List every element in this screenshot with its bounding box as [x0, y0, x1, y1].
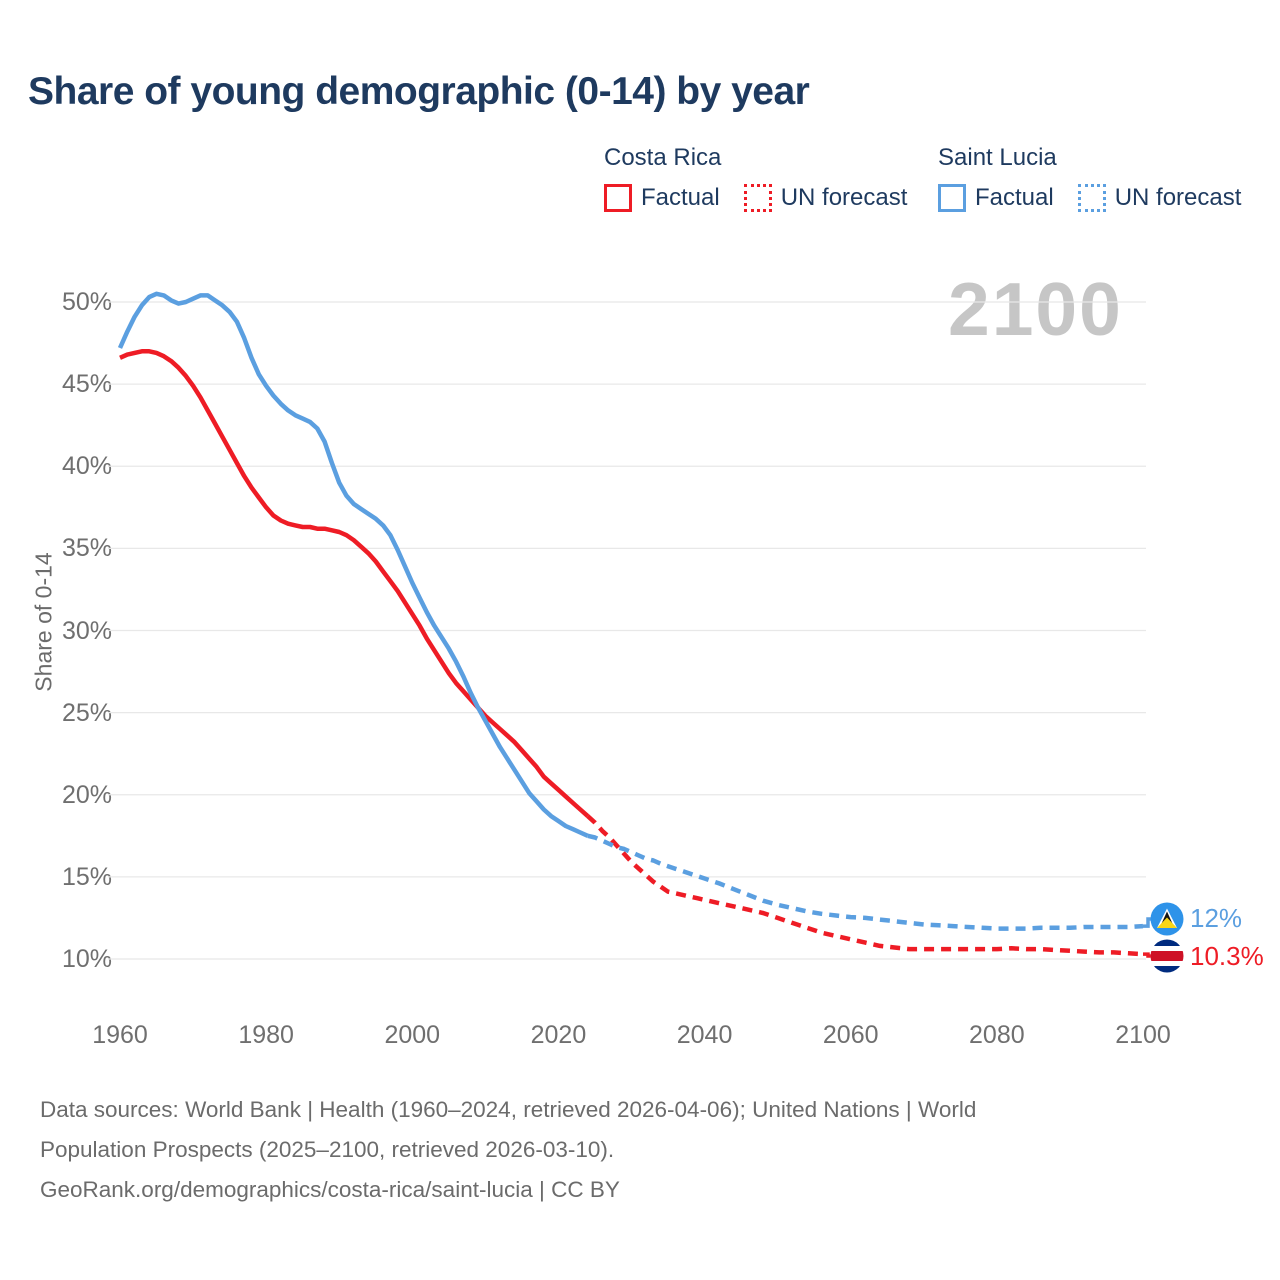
legend-swatch-solid-blue [938, 184, 966, 212]
series-line-saint-lucia-forecast [587, 833, 1144, 931]
page-title: Share of young demographic (0-14) by yea… [28, 70, 810, 113]
x-tick-label: 2060 [822, 1021, 879, 1049]
costa-rica-end-value: 10.3% [1190, 941, 1264, 971]
footer-attribution: Data sources: World Bank | Health (1960–… [40, 1090, 976, 1210]
y-tick-label: 10% [61, 945, 112, 973]
x-tick-label: 2040 [676, 1021, 733, 1049]
legend-swatch-solid-red [604, 184, 632, 212]
legend-item-label: Factual [641, 184, 720, 211]
y-tick-label: 40% [61, 452, 112, 481]
x-tick-label: 2100 [1115, 1021, 1171, 1049]
legend-country-label: Costa Rica [604, 144, 722, 171]
x-tick-label: 1960 [92, 1021, 148, 1049]
x-tick-label: 2020 [530, 1021, 587, 1049]
attribution-url: GeoRank.org/demographics/costa-rica/sain… [40, 1177, 620, 1202]
data-sources-line-2: Population Prospects (2025–2100, retriev… [40, 1137, 615, 1162]
y-tick-label: 20% [61, 780, 112, 809]
series-line-saint-lucia-factual [117, 291, 589, 838]
x-tick-label: 2000 [384, 1021, 441, 1049]
series-line-costa-rica-factual [119, 349, 590, 818]
saint-lucia-end-value: 12% [1190, 903, 1243, 933]
y-tick-label: 45% [61, 370, 112, 399]
legend-swatch-dotted-red [743, 184, 772, 212]
y-tick-label: 30% [61, 616, 112, 645]
legend-swatch-dotted-blue [1077, 184, 1106, 212]
series-line-costa-rica-forecast [586, 814, 1144, 957]
legend-group-saint-lucia: Saint Lucia Factual UN forecast [938, 144, 1265, 212]
legend-item-costa-rica-forecast[interactable]: UN forecast [743, 184, 908, 212]
y-tick-label: 15% [61, 862, 112, 891]
data-sources-line-1: Data sources: World Bank | Health (1960–… [40, 1097, 977, 1122]
legend-group-costa-rica: Costa Rica Factual UN forecast [604, 144, 931, 212]
x-tick-label: 2080 [969, 1021, 1025, 1049]
saint-lucia-flag-icon [1150, 902, 1184, 936]
y-tick-label: 50% [61, 288, 112, 316]
x-tick-label: 1980 [238, 1021, 294, 1049]
y-tick-label: 35% [61, 534, 112, 563]
legend-item-costa-rica-factual[interactable]: Factual [604, 184, 720, 212]
legend-item-label: Factual [975, 184, 1054, 211]
legend-item-label: UN forecast [780, 184, 908, 211]
gridlines [108, 301, 1146, 960]
watermark-year: 2100 [948, 267, 1123, 351]
legend-item-label: UN forecast [1114, 184, 1242, 211]
legend-item-saint-lucia-forecast[interactable]: UN forecast [1077, 184, 1242, 212]
y-tick-label: 25% [61, 698, 112, 727]
costa-rica-flag-icon [1150, 939, 1184, 973]
legend-country-label: Saint Lucia [938, 144, 1057, 171]
legend-item-saint-lucia-factual[interactable]: Factual [938, 184, 1054, 212]
series-lines [117, 291, 1144, 957]
